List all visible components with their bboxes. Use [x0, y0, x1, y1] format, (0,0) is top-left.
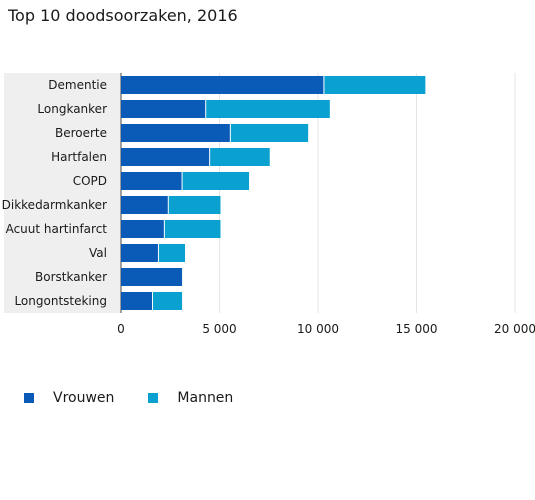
bar-vrouwen-4[interactable]	[121, 172, 183, 190]
bar-vrouwen-2[interactable]	[121, 124, 231, 142]
bar-mannen-2[interactable]	[230, 124, 309, 142]
category-label: COPD	[73, 174, 107, 188]
category-label: Dementie	[48, 78, 107, 92]
bar-mannen-3[interactable]	[209, 148, 270, 166]
legend-item-vrouwen[interactable]: Vrouwen	[24, 390, 114, 406]
bar-vrouwen-1[interactable]	[121, 100, 206, 118]
category-label: Beroerte	[55, 126, 107, 140]
x-tick-label: 5 000	[202, 322, 236, 336]
bar-mannen-1[interactable]	[205, 100, 330, 118]
bar-vrouwen-8[interactable]	[121, 268, 183, 286]
bar-mannen-4[interactable]	[182, 172, 250, 190]
x-tick-label: 15 000	[396, 322, 438, 336]
category-label: Hartfalen	[51, 150, 107, 164]
x-tick-label: 20 000	[494, 322, 535, 336]
bar-vrouwen-5[interactable]	[121, 196, 169, 214]
bar-mannen-7[interactable]	[158, 244, 186, 262]
category-band	[4, 73, 121, 313]
bar-vrouwen-9[interactable]	[121, 292, 153, 310]
category-label: Borstkanker	[35, 270, 107, 284]
chart-title: Top 10 doodsoorzaken, 2016	[8, 6, 238, 25]
bar-mannen-0[interactable]	[323, 76, 426, 94]
bar-vrouwen-6[interactable]	[121, 220, 165, 238]
legend-label-vrouwen: Vrouwen	[53, 390, 115, 406]
legend-label-mannen: Mannen	[177, 390, 234, 406]
bar-vrouwen-7[interactable]	[121, 244, 159, 262]
category-label: Longkanker	[37, 102, 107, 116]
bar-mannen-5[interactable]	[168, 196, 221, 214]
legend: Vrouwen Mannen	[24, 390, 267, 406]
x-tick-label: 0	[117, 322, 125, 336]
legend-swatch-mannen	[148, 393, 159, 403]
bar-vrouwen-3[interactable]	[121, 148, 210, 166]
x-tick-label: 10 000	[297, 322, 339, 336]
bar-mannen-6[interactable]	[164, 220, 221, 238]
legend-swatch-vrouwen	[24, 393, 34, 403]
category-label: Val	[89, 246, 107, 260]
bar-mannen-9[interactable]	[152, 292, 183, 310]
category-label: Longontsteking	[14, 294, 107, 308]
category-label: Acuut hartinfarct	[6, 222, 108, 236]
category-label: Dikkedarmkanker	[2, 198, 107, 212]
bar-vrouwen-0[interactable]	[121, 76, 324, 94]
bar-chart: Dementie Longkanker Beroerte Hartfalen COPD D…	[2, 73, 535, 336]
legend-item-mannen[interactable]: Mannen	[148, 390, 233, 406]
